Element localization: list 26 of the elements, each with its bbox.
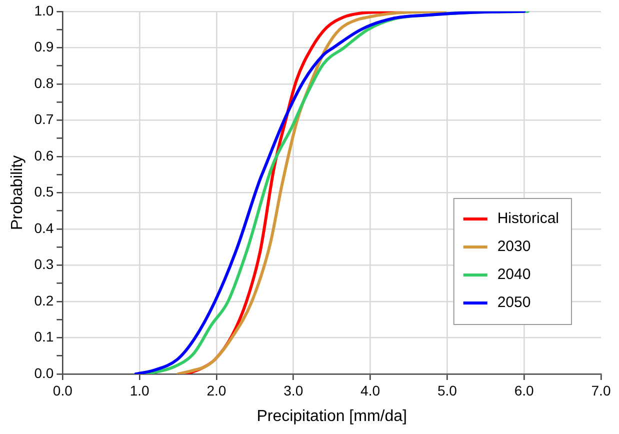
x-tick-label: 7.0	[591, 382, 611, 398]
x-tick-label: 5.0	[437, 382, 458, 398]
x-tick-label: 4.0	[360, 382, 380, 398]
y-tick-label: 0.9	[34, 38, 54, 55]
legend-label: 2050	[497, 294, 531, 312]
x-tick-label: 0.0	[52, 382, 73, 398]
x-tick-label: 3.0	[284, 382, 304, 398]
x-tick-label: 1.0	[130, 382, 150, 398]
y-tick-label: 0.0	[34, 364, 54, 381]
y-tick-label: 0.7	[34, 111, 54, 128]
y-tick-label: 0.8	[34, 74, 54, 91]
legend-label: 2040	[497, 266, 531, 284]
y-tick-label: 0.4	[34, 220, 54, 236]
y-tick-label: 0.6	[34, 147, 54, 164]
x-tick-label: 2.0	[206, 382, 226, 398]
y-tick-label: 0.3	[34, 256, 54, 272]
line-series	[176, 11, 446, 374]
legend-label: Historical	[497, 210, 560, 228]
y-tick-label: 0.1	[34, 328, 54, 345]
x-tick-label: 6.0	[514, 382, 534, 398]
y-tick-label: 0.5	[34, 184, 54, 200]
y-tick-label: 1.0	[34, 2, 54, 18]
legend-label: 2030	[497, 238, 531, 256]
y-tick-label: 0.2	[34, 292, 54, 308]
y-axis-title: Probability	[9, 155, 26, 230]
x-axis-title: Precipitation [mm/da]	[256, 408, 407, 425]
